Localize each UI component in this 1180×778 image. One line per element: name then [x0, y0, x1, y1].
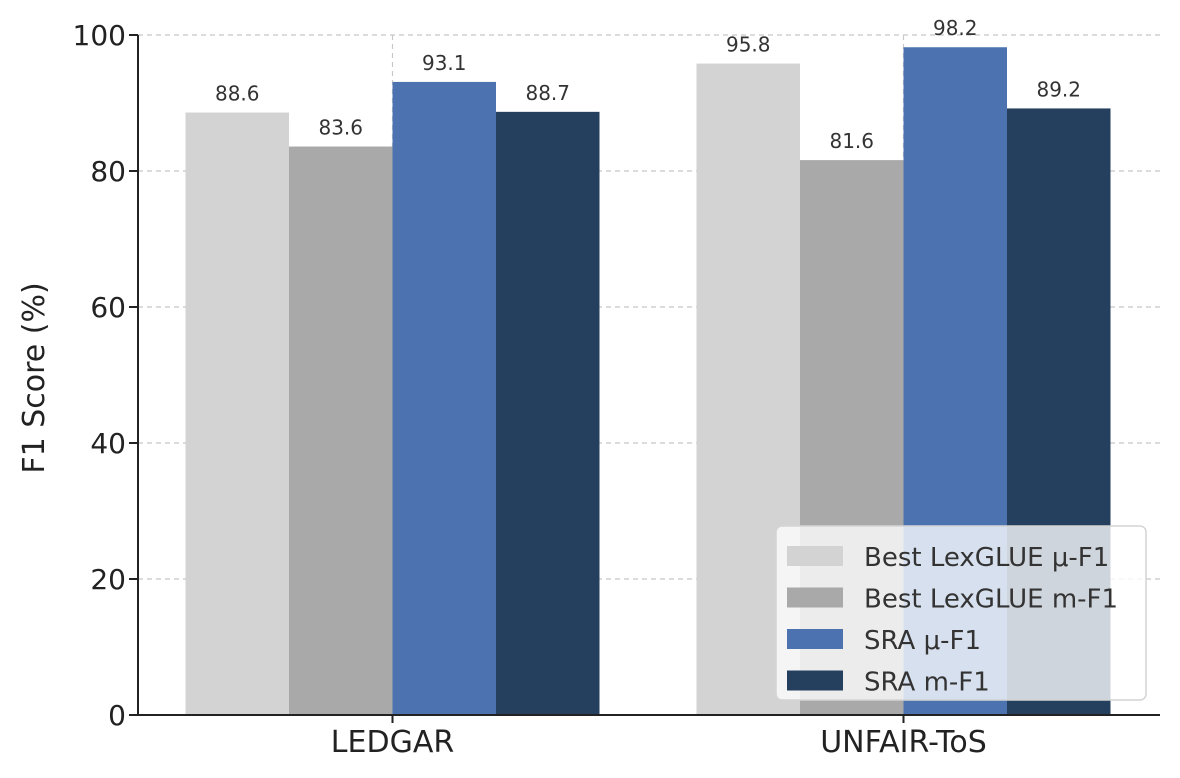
bar-value-label: 98.2 — [933, 16, 978, 40]
data-labels: 88.6 83.6 93.1 88.7 95.8 81.6 98.2 89.2 — [215, 16, 1081, 153]
bar-value-label: 81.6 — [829, 129, 874, 153]
x-tick-label: UNFAIR-ToS — [820, 725, 987, 760]
legend-entry-label: Best LexGLUE m-F1 — [864, 585, 1118, 615]
legend-entry-label: Best LexGLUE μ-F1 — [864, 543, 1109, 573]
tick-labels: 0 20 40 60 80 100 LEDGAR UNFAIR-ToS — [73, 19, 987, 760]
y-tick-label: 0 — [108, 699, 126, 732]
axes — [137, 35, 1160, 716]
legend-entry-label: SRA m-F1 — [864, 668, 990, 698]
legend-swatch — [787, 587, 843, 608]
y-axis-title: F1 Score (%) — [17, 282, 52, 473]
legend: Best LexGLUE μ-F1 Best LexGLUE m-F1 SRA μ-… — [775, 525, 1147, 701]
legend-swatch — [787, 670, 843, 691]
legend-swatch — [787, 629, 843, 649]
y-tick-label: 80 — [90, 155, 126, 188]
bar-value-label: 89.2 — [1036, 77, 1081, 101]
legend-entry-label: SRA μ-F1 — [864, 626, 981, 656]
bar-value-label: 93.1 — [422, 51, 467, 75]
legend-box — [775, 525, 1147, 701]
bar-value-label: 83.6 — [318, 116, 363, 140]
bar — [185, 112, 289, 715]
bar — [392, 81, 496, 716]
y-tick-label: 60 — [90, 291, 126, 324]
y-tick-label: 20 — [90, 563, 126, 596]
bar-value-label: 95.8 — [726, 33, 771, 57]
bar — [289, 146, 393, 715]
x-tick-label: LEDGAR — [331, 725, 454, 760]
bar-value-label: 88.7 — [525, 81, 570, 105]
bar — [496, 111, 600, 716]
y-tick-label: 40 — [90, 427, 126, 460]
bar-value-label: 88.6 — [215, 82, 260, 106]
y-tick-label: 100 — [73, 19, 126, 52]
legend-swatch — [787, 546, 843, 566]
